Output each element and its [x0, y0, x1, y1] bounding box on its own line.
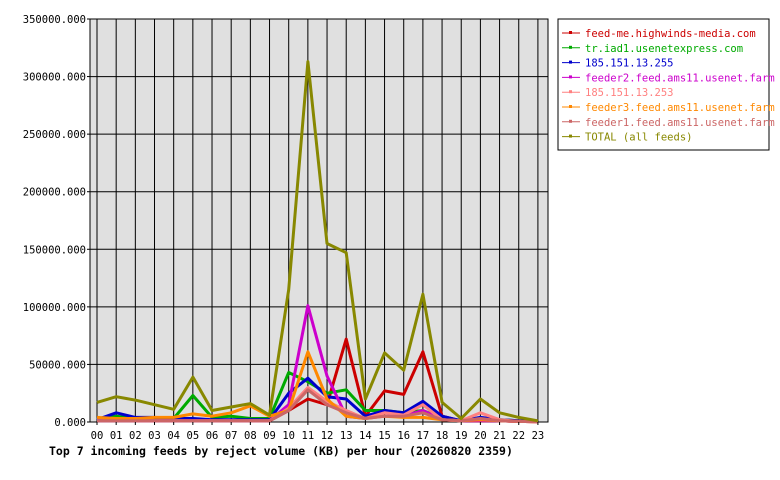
series-line	[97, 388, 538, 424]
legend-marker	[569, 105, 572, 108]
x-tick-label: 19	[455, 430, 468, 442]
legend-label: TOTAL (all feeds)	[585, 132, 692, 144]
x-tick-label: 11	[302, 430, 315, 442]
legend-marker	[569, 60, 572, 64]
x-tick-label: 21	[493, 430, 506, 442]
y-axis-ticks: 0.000 50000.000 100000.000 150000.000 200000…	[23, 14, 90, 429]
legend-marker	[569, 134, 572, 138]
series-lines	[96, 60, 539, 424]
x-tick-label: 12	[321, 430, 334, 442]
x-tick-label: 07	[225, 430, 238, 442]
x-tick-label: 06	[206, 430, 219, 442]
x-tick-label: 22	[512, 430, 525, 442]
x-tick-label: 16	[397, 430, 410, 442]
x-tick-label: 20	[474, 430, 487, 442]
legend: feed-me.highwinds-media.com tr.iad1.usene…	[557, 18, 775, 151]
legend-label: feed-me.highwinds-media.com	[585, 28, 756, 40]
x-tick-label: 18	[436, 430, 449, 442]
legend-marker	[569, 90, 572, 94]
legend-marker	[569, 31, 572, 34]
x-tick-label: 00	[91, 430, 104, 442]
legend-label: feeder2.feed.ams11.usenet.farm	[585, 72, 775, 84]
x-tick-label: 17	[417, 430, 430, 442]
legend-marker	[569, 45, 572, 49]
legend-label: feeder1.feed.ams11.usenet.farm	[585, 117, 775, 129]
y-tick-label: 200000.000	[23, 187, 86, 199]
legend-marker	[569, 75, 572, 79]
y-tick-label: 350000.000	[23, 14, 86, 26]
legend-label: 185.151.13.253	[585, 87, 674, 99]
legend-label: feeder3.feed.ams11.usenet.farm	[585, 102, 775, 114]
x-tick-label: 09	[263, 430, 276, 442]
x-tick-label: 04	[167, 430, 180, 442]
x-tick-label: 01	[110, 430, 123, 442]
x-tick-label: 02	[129, 430, 142, 442]
y-tick-label: 50000.000	[29, 359, 86, 371]
grid	[90, 18, 548, 423]
x-tick-label: 14	[359, 430, 372, 442]
x-tick-label: 15	[378, 430, 391, 442]
y-tick-label: 150000.000	[23, 244, 86, 256]
y-tick-label: 300000.000	[23, 72, 86, 84]
series-line	[96, 60, 539, 423]
x-tick-label: 23	[532, 430, 545, 442]
x-tick-label: 03	[148, 430, 161, 442]
legend-marker	[569, 119, 572, 123]
x-tick-label: 08	[244, 430, 257, 442]
legend-label: tr.iad1.usenetexpress.com	[585, 43, 743, 55]
legend-box	[557, 18, 770, 151]
y-tick-label: 0.000	[54, 417, 86, 429]
x-tick-label: 10	[282, 430, 295, 442]
x-tick-label: 05	[187, 430, 200, 442]
y-tick-label: 250000.000	[23, 129, 86, 141]
y-tick-label: 100000.000	[23, 302, 86, 314]
x-tick-label: 13	[340, 430, 353, 442]
plot-background	[89, 18, 549, 423]
chart-title: Top 7 incoming feeds by reject volume (K…	[49, 444, 513, 458]
x-axis-ticks: 00 01 02 03 04 05 06 07 08 09 10 11 12 13 14 15 16 17 18 19…	[91, 422, 545, 442]
legend-label: 185.151.13.255	[585, 58, 674, 70]
